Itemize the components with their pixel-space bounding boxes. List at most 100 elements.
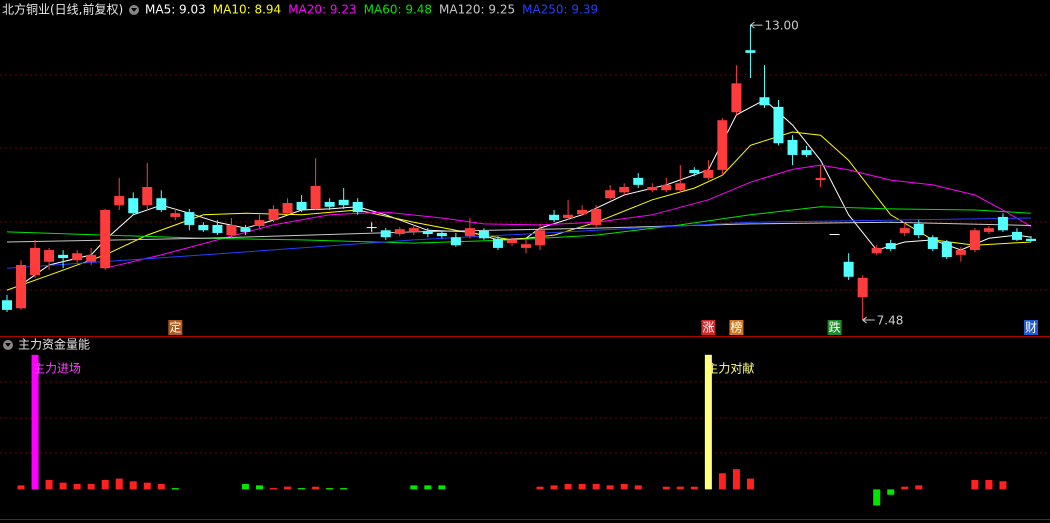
bar (438, 485, 446, 490)
candle-body (380, 230, 391, 238)
candle-body (717, 120, 728, 170)
candle-body (408, 228, 419, 232)
candle-body (240, 228, 251, 232)
bar (143, 482, 151, 490)
bar (284, 486, 292, 490)
candle-body (773, 106, 784, 144)
candle-body (577, 209, 588, 215)
candle-body (100, 209, 111, 269)
bar (718, 473, 726, 490)
candle-body (591, 208, 602, 225)
candle-body (997, 216, 1008, 231)
candle-body (969, 230, 980, 251)
legend-entry: MA5: 9.03 (145, 3, 206, 17)
legend-entry: MA250: 9.39 (522, 3, 598, 17)
menu-icon-arrow (131, 8, 137, 12)
ma-line (6, 217, 1032, 269)
legend-entry: MA120: 9.25 (439, 3, 515, 17)
bar (578, 484, 586, 490)
candle-body (675, 183, 686, 191)
candle-body (268, 208, 279, 221)
candle-body (156, 198, 167, 210)
event-marker (701, 320, 716, 335)
bar (550, 485, 558, 490)
candle-body (296, 201, 307, 210)
candle-body (72, 253, 83, 261)
bar (873, 489, 881, 506)
bar (536, 486, 544, 490)
candle-body (422, 230, 433, 235)
bar (999, 481, 1007, 490)
bar (171, 488, 179, 490)
candle-body (801, 150, 812, 155)
candle-body (58, 254, 69, 259)
bar (634, 485, 642, 490)
bar (45, 479, 53, 490)
bar (298, 488, 306, 490)
candle-body (16, 265, 27, 309)
candle-body (30, 247, 41, 276)
bar (410, 485, 418, 490)
candle-body (633, 177, 644, 185)
bar (676, 486, 684, 490)
bar (606, 485, 614, 490)
bar-annotation: 主力进场 (33, 362, 81, 376)
bar (31, 354, 39, 490)
legend-entry: MA10: 8.94 (213, 3, 281, 17)
bar (157, 484, 165, 490)
candle-body (871, 247, 882, 254)
event-label: 榜 (730, 320, 742, 335)
candle-body (661, 184, 672, 191)
chart-title: 北方铜业(日线,前复权) (2, 2, 123, 17)
candle-body (535, 230, 546, 246)
candle-body (394, 229, 405, 235)
candle-body (282, 203, 293, 214)
candle-body (366, 227, 377, 229)
candle-body (927, 237, 938, 249)
bar (704, 354, 712, 490)
candle-body (815, 177, 826, 181)
event-marker (827, 320, 842, 335)
candle-body (857, 277, 868, 298)
bar (312, 486, 320, 490)
candle-body (689, 169, 700, 174)
candle-body (605, 190, 616, 199)
bar (255, 485, 263, 490)
candle-body (170, 213, 181, 217)
candle-body (983, 228, 994, 232)
candle-body (464, 228, 475, 237)
bar (592, 484, 600, 490)
candle-body (759, 97, 770, 106)
candle-body (114, 196, 125, 206)
legend-entry: MA20: 9.23 (288, 3, 356, 17)
candle-body (899, 228, 910, 233)
bar (620, 484, 628, 490)
panel-title: 主力资金量能 (18, 337, 90, 352)
candle-body (619, 187, 630, 193)
bar (340, 488, 348, 490)
bar (326, 488, 334, 490)
annotation: 7.48 (877, 314, 904, 328)
annotation-arrow (862, 316, 875, 324)
candle-body (563, 214, 574, 218)
candle-body (703, 169, 714, 178)
event-label: 定 (169, 320, 181, 335)
menu-icon-arrow (5, 343, 11, 347)
bar (887, 489, 895, 495)
bar (129, 481, 137, 490)
candle-body (492, 238, 503, 248)
candle-body (521, 244, 532, 248)
candle-body (310, 185, 321, 209)
candle-body (86, 254, 97, 262)
ma-line (6, 221, 1032, 243)
candle-body (647, 187, 658, 191)
bar (662, 486, 670, 490)
bar (732, 469, 740, 490)
bar (690, 486, 698, 490)
candle-body (436, 232, 447, 237)
bar (87, 484, 95, 490)
candle-body (829, 234, 840, 236)
legend-entry: MA60: 9.48 (364, 3, 432, 17)
